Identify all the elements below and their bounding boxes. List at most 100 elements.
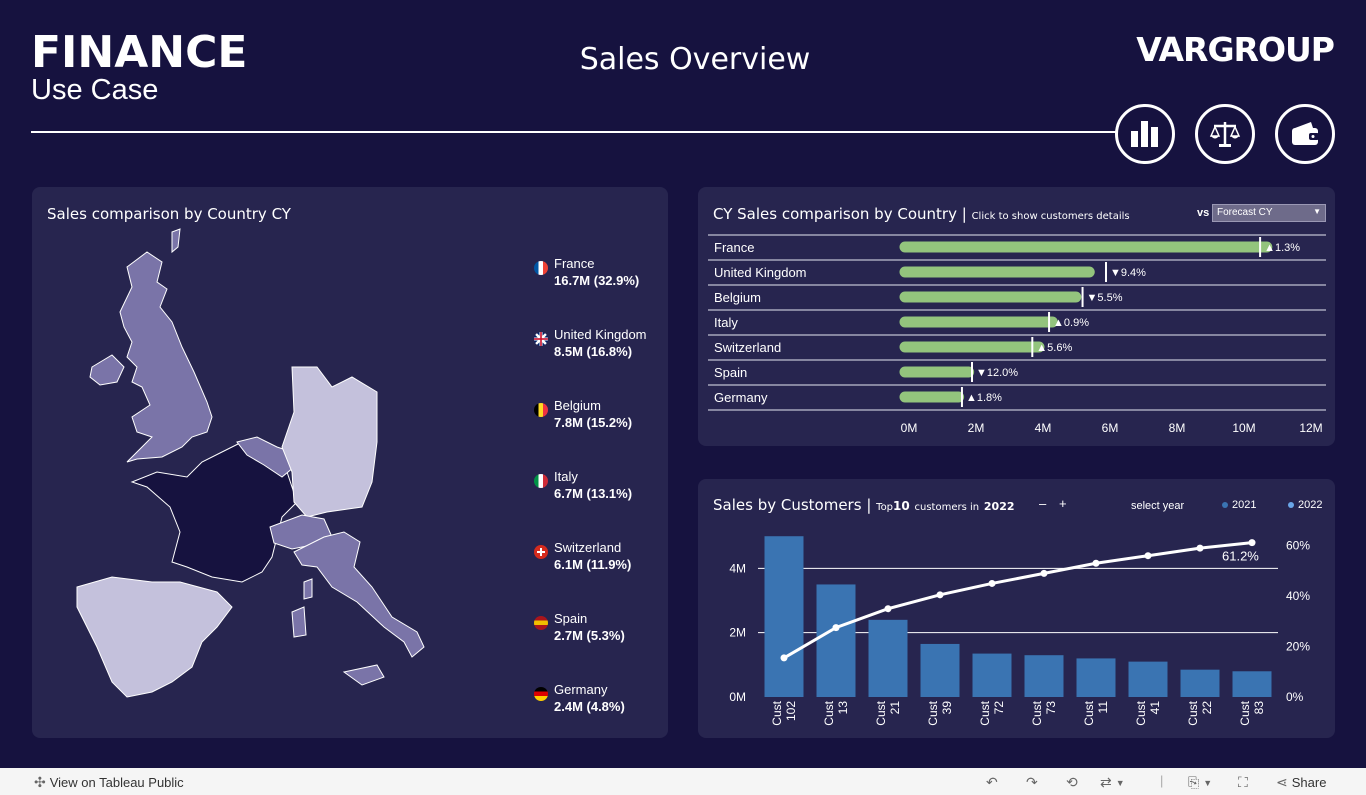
bar-chart-icon[interactable] (1115, 104, 1175, 164)
cumulative-share-point[interactable] (780, 654, 788, 662)
map-sardinia (291, 606, 307, 638)
customer-tick-label: Cust21 (874, 700, 902, 725)
customers-subtitle-pre: Top (876, 502, 894, 513)
country-row-label[interactable]: Italy (714, 315, 738, 330)
customer-sales-bar[interactable] (1232, 671, 1272, 697)
customer-sales-bar[interactable] (816, 584, 856, 697)
customers-panel-title: Sales by Customers (713, 496, 862, 514)
map-italy (293, 531, 425, 658)
cumulative-share-point[interactable] (884, 605, 892, 613)
map-sicily (342, 664, 385, 686)
cumulative-share-point[interactable] (832, 624, 840, 632)
be-flag-icon (534, 403, 548, 417)
country-comparison-panel: CY Sales comparison by Country | Click t… (698, 187, 1335, 446)
es-flag-icon (534, 616, 548, 630)
map-legend-country: Italy (554, 469, 578, 484)
x-tick-label: 8M (1169, 421, 1186, 435)
fr-flag-icon (534, 261, 548, 275)
revert-button[interactable]: ⟲ (1066, 774, 1078, 791)
customer-sales-bar[interactable] (920, 643, 960, 697)
fullscreen-button[interactable]: ⛶ (1238, 774, 1248, 791)
variance-label: ▼9.4% (1110, 267, 1146, 279)
y2-tick-label: 0% (1286, 690, 1304, 704)
country-row-label[interactable]: Belgium (714, 290, 761, 305)
customer-sales-bar[interactable] (764, 536, 804, 697)
customer-tick-label: Cust41 (1134, 700, 1162, 725)
map-legend-item: Italy 6.7M (13.1%) (534, 468, 632, 502)
country-row-label[interactable]: Spain (714, 365, 747, 380)
refresh-button[interactable]: ⇄ ▼ (1100, 774, 1125, 791)
customers-subtitle-mid: customers in (914, 502, 980, 513)
europe-map[interactable] (32, 227, 482, 727)
cumulative-share-point[interactable] (1040, 569, 1048, 577)
uk-flag-icon (534, 332, 548, 346)
country-row-label[interactable]: United Kingdom (714, 265, 807, 280)
customer-tick-label: Cust73 (1030, 700, 1058, 725)
compare-select-value: Forecast CY (1217, 207, 1273, 218)
customer-tick-label: Cust102 (770, 700, 798, 725)
chevron-down-icon: ▼ (1203, 777, 1213, 788)
cumulative-share-point[interactable] (1144, 552, 1152, 560)
variance-label: ▲1.8% (966, 392, 1002, 404)
map-legend-item: Belgium 7.8M (15.2%) (534, 397, 632, 431)
map-legend-item: Switzerland 6.1M (11.9%) (534, 539, 631, 573)
y2-tick-label: 20% (1286, 640, 1310, 654)
tableau-toolbar: ✣ View on Tableau Public ↶ ↷ ⟲ ⇄ ▼ | ⎘ ▼ ⛶… (0, 768, 1366, 795)
wallet-icon[interactable] (1275, 104, 1335, 164)
map-legend-country: Belgium (554, 398, 601, 413)
cumulative-share-point[interactable] (936, 591, 944, 599)
decrease-top-button[interactable]: – (1039, 496, 1047, 511)
page-title: Sales Overview (579, 42, 811, 77)
share-icon: ⋖ (1276, 774, 1288, 790)
map-legend-value: 2.4M (4.8%) (554, 699, 625, 714)
compare-select[interactable]: Forecast CY ▼ (1212, 204, 1326, 222)
scales-icon[interactable] (1195, 104, 1255, 164)
cumulative-share-point[interactable] (988, 579, 996, 587)
country-row-label[interactable]: France (714, 240, 754, 255)
increase-top-button[interactable]: + (1059, 496, 1067, 511)
brand-subtitle: Use Case (31, 74, 159, 106)
y-tick-label: 0M (729, 690, 746, 704)
map-shetland (171, 228, 181, 254)
select-year-label: select year (1131, 500, 1185, 512)
download-button[interactable]: ⎘ ▼ (1188, 774, 1212, 791)
customer-sales-bar[interactable] (868, 619, 908, 697)
customers-year: 2022 (983, 500, 1015, 513)
customers-top-n: 10 (893, 499, 910, 513)
undo-icon: ↶ (986, 774, 998, 790)
redo-button[interactable]: ↷ (1026, 774, 1038, 791)
cumulative-share-point[interactable] (1248, 539, 1256, 547)
customer-sales-bar[interactable] (1128, 661, 1168, 697)
y-tick-label: 2M (729, 626, 746, 640)
download-icon: ⎘ (1188, 774, 1200, 790)
customer-sales-bar[interactable] (972, 653, 1012, 697)
country-row-label[interactable]: Switzerland (714, 340, 781, 355)
brand-title: FINANCE (31, 27, 248, 78)
variance-label: ▼12.0% (976, 367, 1018, 379)
cumulative-share-line (783, 541, 1253, 660)
undo-button[interactable]: ↶ (986, 774, 998, 791)
ch-flag-icon (534, 545, 548, 559)
cumulative-share-point[interactable] (1092, 559, 1100, 567)
map-france (130, 441, 298, 583)
revert-icon: ⟲ (1066, 774, 1078, 790)
cumulative-share-point[interactable] (1196, 544, 1204, 552)
view-on-tableau-link[interactable]: ✣ View on Tableau Public (34, 774, 184, 790)
vs-label: vs (1197, 207, 1210, 219)
country-row-label[interactable]: Germany (714, 390, 768, 405)
it-flag-icon (534, 474, 548, 488)
customer-sales-bar[interactable] (1076, 658, 1116, 697)
customer-sales-bar[interactable] (1024, 655, 1064, 697)
year-option-2021[interactable]: 2021 (1222, 499, 1256, 511)
map-legend-value: 7.8M (15.2%) (554, 415, 633, 430)
customer-tick-label: Cust13 (822, 700, 850, 725)
country-bar-chart[interactable]: France ▲1.3% United Kingdom ▼9.4% Belgium ▼5.… (698, 227, 1335, 447)
share-button[interactable]: ⋖ Share (1276, 774, 1327, 790)
header-divider (31, 131, 1121, 133)
customers-pareto-chart[interactable]: 0M 2M 4M 0% 20% 40% 60% Cust102 Cust13 Cust21 Cust… (698, 519, 1335, 739)
customer-tick-label: Cust39 (926, 700, 954, 725)
fullscreen-icon: ⛶ (1238, 774, 1248, 790)
customer-sales-bar[interactable] (1180, 669, 1220, 697)
map-germany (281, 366, 378, 518)
year-option-2022[interactable]: 2022 (1288, 499, 1322, 511)
